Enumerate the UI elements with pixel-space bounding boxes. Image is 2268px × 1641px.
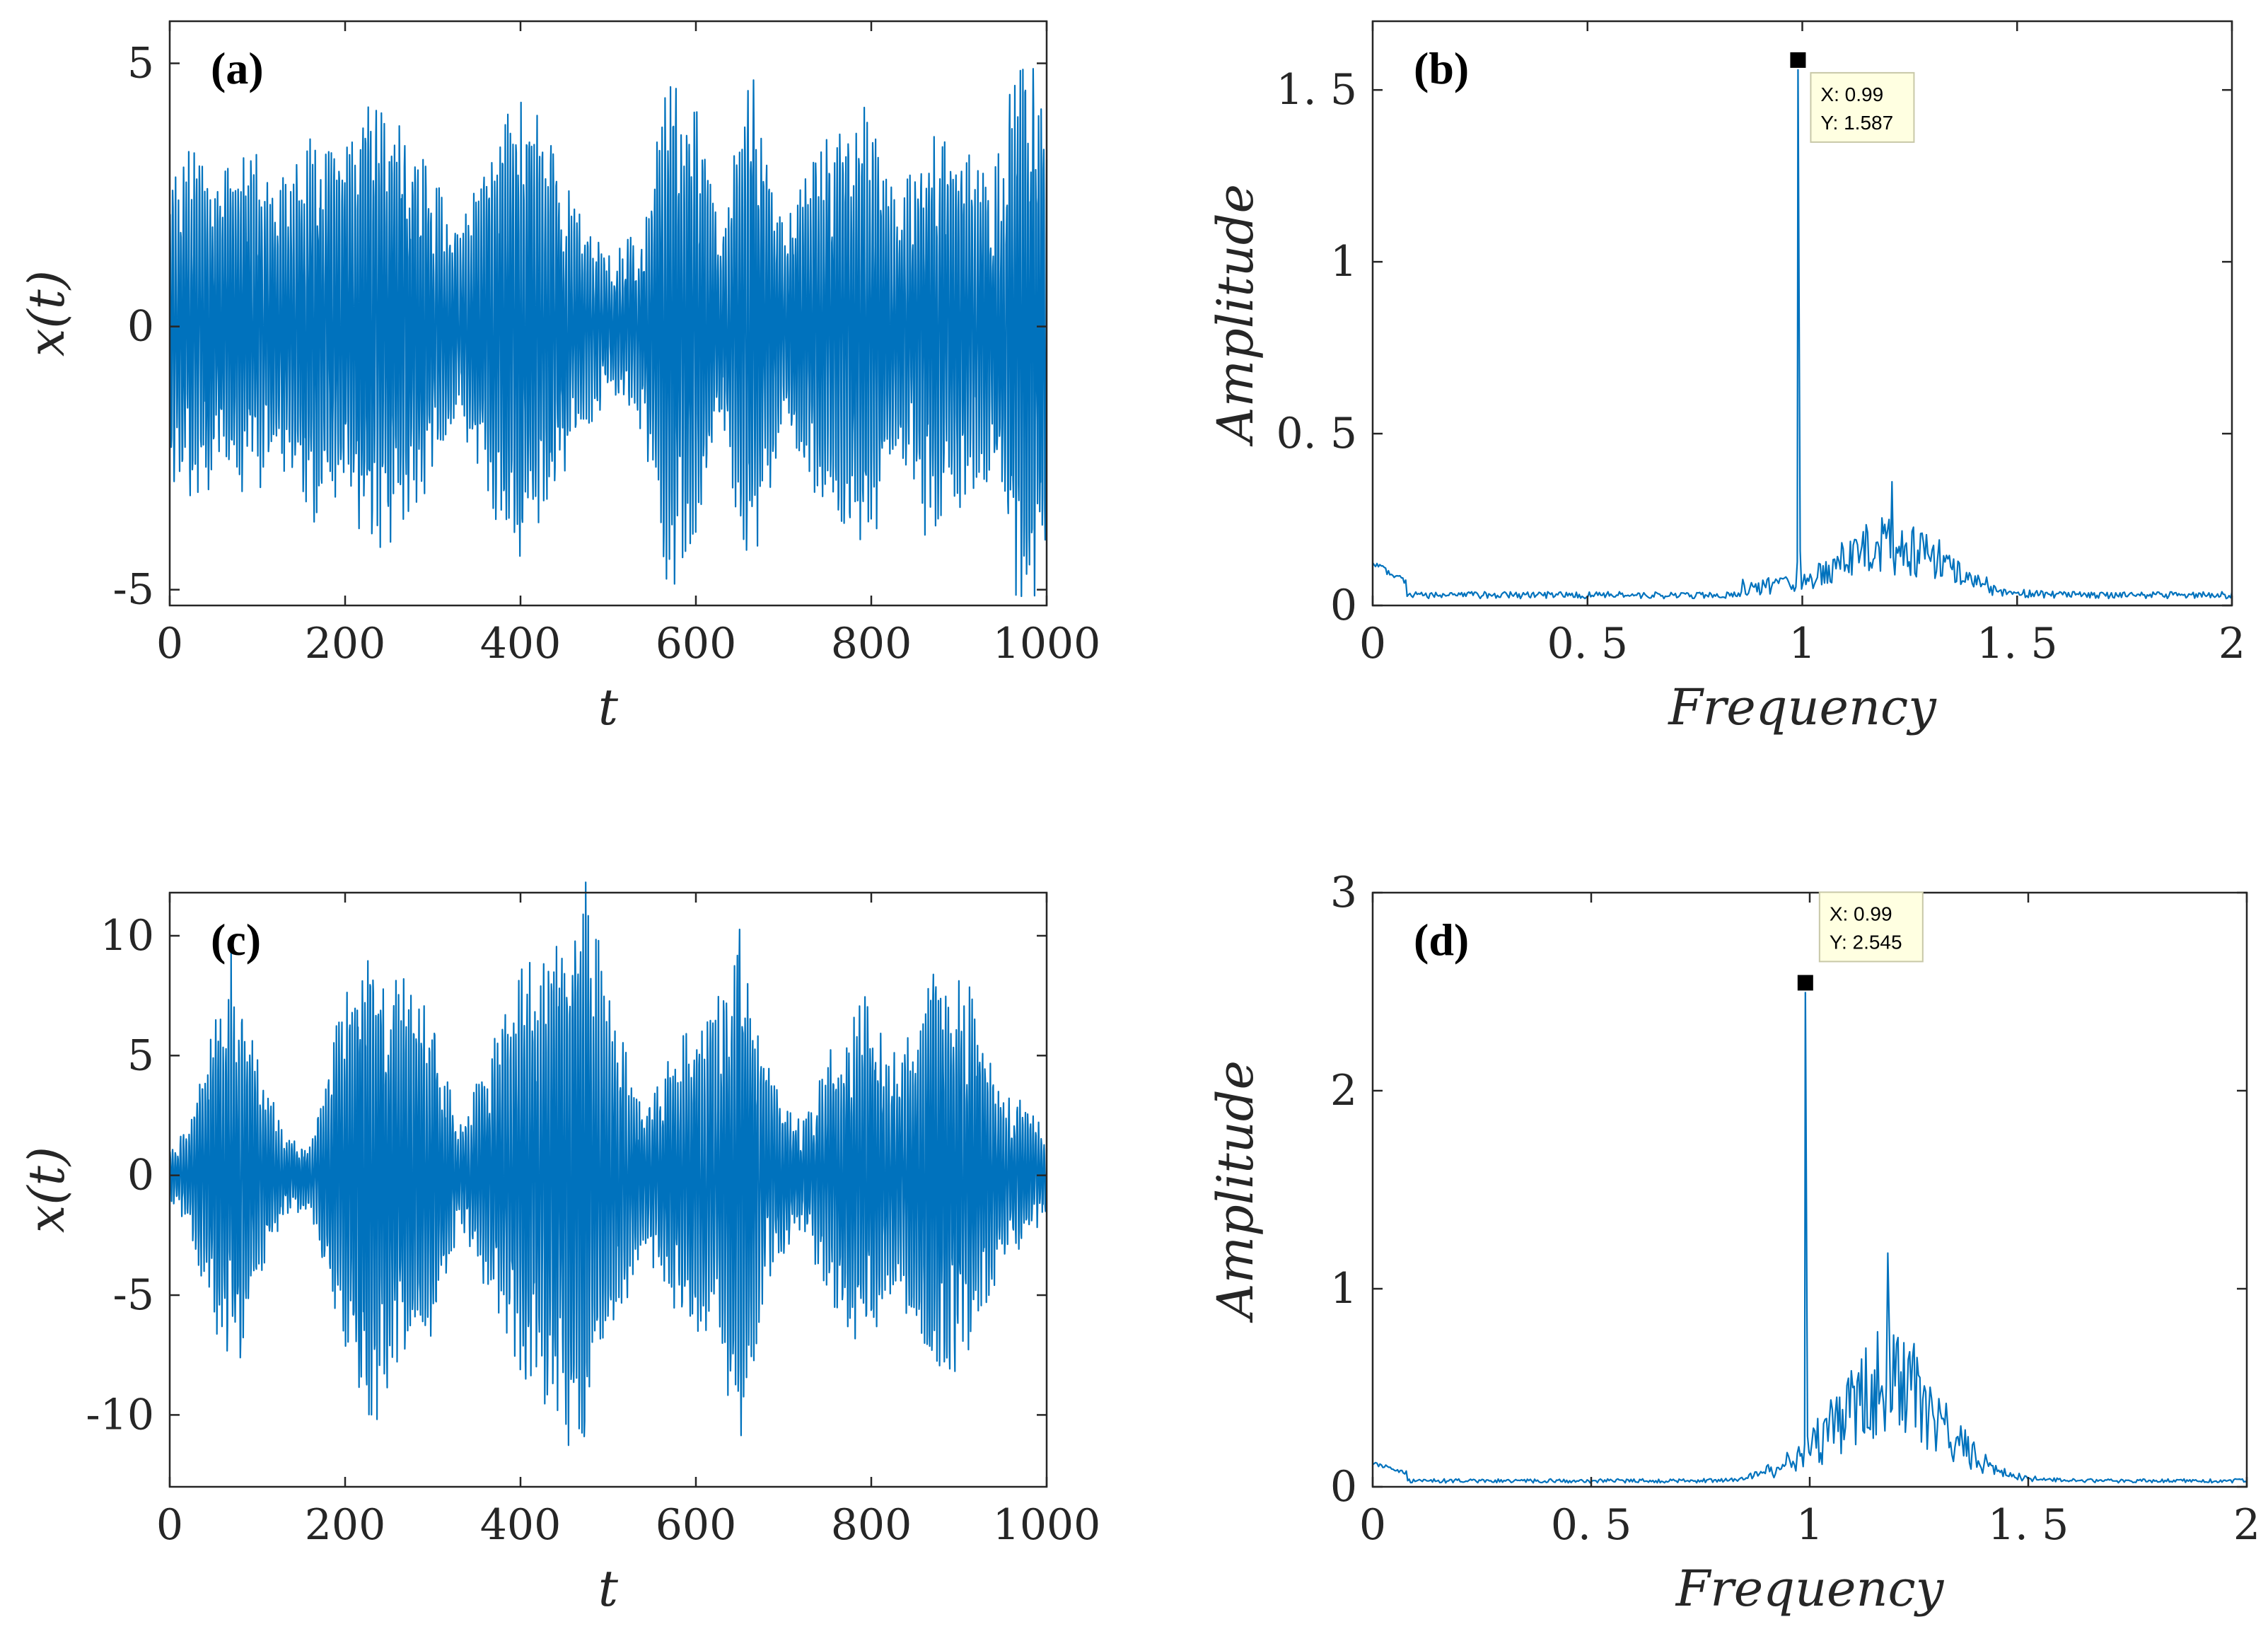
- x-tick-label: 0: [156, 1500, 183, 1550]
- datatip-y-text: Y: 1.587: [1820, 112, 1893, 134]
- x-tick-label: 400: [480, 1500, 562, 1550]
- x-tick-label: 2: [2218, 619, 2245, 668]
- axes-box-a: [168, 20, 1048, 607]
- panel-b: 0 0. 5 1 1. 5 2 0 0. 5 1 1. 5 Frequency Amplitude (…: [1206, 20, 2245, 736]
- plot-area-b: [1373, 21, 2232, 605]
- series-line-c: [168, 881, 1048, 1446]
- y-axis-label: Amplitude: [1206, 184, 1264, 447]
- x-axis-label: Frequency: [1675, 1560, 1945, 1618]
- y-axis-label: Amplitude: [1206, 1060, 1264, 1323]
- datatip-y-text: Y: 2.545: [1830, 931, 1902, 953]
- x-tick-label: 1: [1789, 619, 1815, 668]
- series-line-b: [1372, 59, 2233, 600]
- x-tick-label: 200: [305, 619, 386, 668]
- panel-label: (b): [1414, 43, 1469, 93]
- y-tick-label: 5: [127, 1031, 154, 1080]
- y-tick-label: 0. 5: [1277, 409, 1358, 458]
- y-tick-label: 0: [127, 302, 154, 352]
- x-tick-label: 1. 5: [1988, 1500, 2069, 1550]
- y-tick-label: 0: [1330, 1462, 1357, 1512]
- y-axis-label: x(t): [18, 270, 76, 356]
- x-axis-label: Frequency: [1667, 678, 1937, 736]
- x-tick-label: 800: [831, 619, 912, 668]
- x-tick-label: 400: [480, 619, 562, 668]
- y-tick-label: 1: [1330, 1264, 1357, 1314]
- y-tick-label: 1. 5: [1277, 65, 1358, 115]
- x-tick-label: 1: [1796, 1500, 1823, 1550]
- x-tick-label: 1000: [993, 619, 1101, 668]
- y-tick-label: -5: [113, 565, 154, 615]
- x-tick-label: 0: [1359, 1500, 1386, 1550]
- x-tick-label: 800: [831, 1500, 912, 1550]
- x-tick-label: 0. 5: [1547, 619, 1629, 668]
- datatip-marker[interactable]: [1796, 973, 1815, 992]
- x-tick-label: 2: [2233, 1500, 2260, 1550]
- y-tick-label: 0: [127, 1151, 154, 1200]
- x-tick-label: 0: [156, 619, 183, 668]
- x-tick-label: 1000: [993, 1500, 1101, 1550]
- x-tick-label: 0: [1359, 619, 1386, 668]
- x-axis-label: t: [598, 678, 619, 736]
- y-tick-label: 2: [1330, 1066, 1357, 1115]
- series-line-d: [1372, 982, 2247, 1484]
- datatip-box: [1810, 71, 1915, 143]
- y-tick-label: 0: [1330, 581, 1357, 630]
- panel-label: (c): [211, 915, 261, 965]
- x-tick-label: 0. 5: [1551, 1500, 1632, 1550]
- panel-d: 0 0. 5 1 1. 5 2 0 1 2 3 Frequency Amplitude (d) X: 0…: [1206, 868, 2260, 1618]
- x-tick-label: 1. 5: [1977, 619, 2058, 668]
- y-tick-label: 3: [1330, 868, 1357, 917]
- datatip-x-text: X: 0.99: [1820, 83, 1883, 105]
- axes-box-c: [168, 891, 1048, 1488]
- y-tick-label: -5: [113, 1270, 154, 1320]
- panel-c: 0 200 400 600 800 1000 -10 -5 0 5 10 t x(t) (c): [18, 881, 1101, 1618]
- x-tick-label: 600: [656, 1500, 737, 1550]
- x-tick-label: 200: [305, 1500, 386, 1550]
- y-tick-label: 1: [1330, 237, 1357, 286]
- panel-label: (d): [1414, 915, 1469, 965]
- y-tick-label: 5: [127, 39, 154, 88]
- datatip-marker[interactable]: [1789, 50, 1808, 69]
- series-line-a: [168, 68, 1048, 598]
- y-axis-label: x(t): [18, 1147, 76, 1233]
- x-tick-label: 600: [656, 619, 737, 668]
- y-tick-label: 10: [100, 911, 154, 961]
- x-axis-label: t: [598, 1560, 619, 1618]
- datatip-box: [1818, 891, 1924, 963]
- y-tick-label: -10: [86, 1390, 154, 1439]
- panel-label: (a): [211, 43, 264, 93]
- datatip-x-text: X: 0.99: [1830, 903, 1892, 924]
